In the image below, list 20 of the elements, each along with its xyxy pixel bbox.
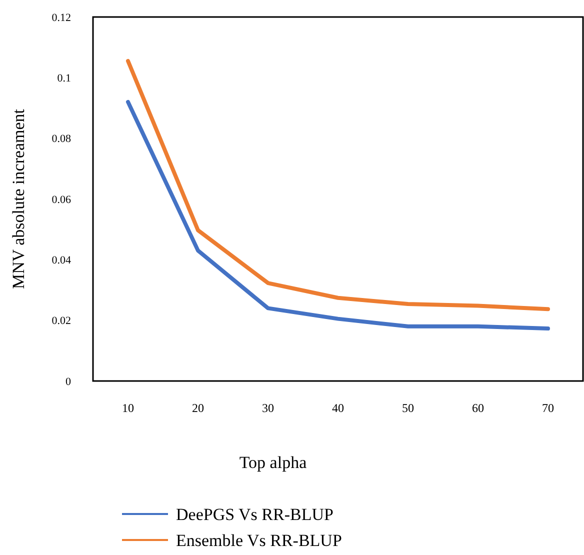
legend-label: Ensemble Vs RR-BLUP	[176, 530, 342, 550]
line-series	[126, 100, 550, 331]
y-tick-label: 0.02	[52, 315, 71, 328]
y-tick-label: 0.08	[52, 133, 72, 146]
x-tick-label: 70	[542, 401, 554, 415]
line-series	[126, 58, 550, 312]
x-tick-label: 30	[262, 401, 274, 415]
x-axis-title: Top alpha	[239, 453, 308, 472]
x-tick-label: 60	[472, 401, 484, 415]
y-tick-label: 0.1	[57, 72, 71, 85]
y-tick-label: 0.12	[52, 12, 71, 24]
y-axis-title: MNV absolute increament	[9, 108, 28, 290]
y-tick-label: 0	[66, 376, 72, 388]
legend-label: DeePGS Vs RR-BLUP	[176, 504, 334, 524]
x-tick-label: 20	[192, 401, 204, 415]
y-tick-label: 0.04	[52, 254, 72, 267]
y-tick-label: 0.06	[52, 194, 72, 206]
x-tick-label: 50	[402, 401, 414, 415]
x-tick-label: 40	[332, 401, 344, 415]
x-tick-label: 10	[122, 401, 134, 415]
